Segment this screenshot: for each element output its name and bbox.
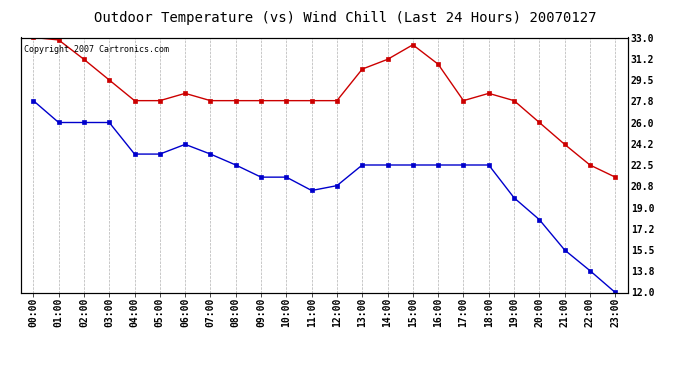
- Text: Outdoor Temperature (vs) Wind Chill (Last 24 Hours) 20070127: Outdoor Temperature (vs) Wind Chill (Las…: [94, 11, 596, 25]
- Text: Copyright 2007 Cartronics.com: Copyright 2007 Cartronics.com: [23, 45, 169, 54]
